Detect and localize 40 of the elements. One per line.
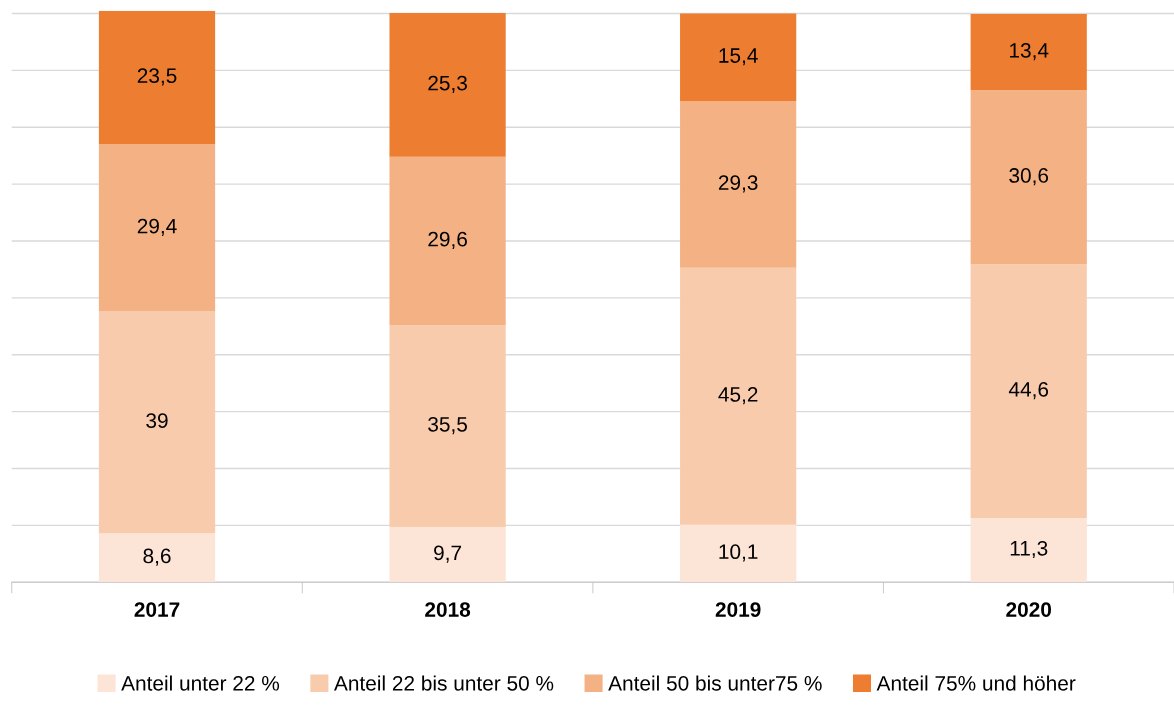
bar (389, 12, 506, 157)
bar (970, 264, 1087, 518)
x-tick-label: 2019 (715, 602, 761, 617)
data-label: 39 (146, 413, 168, 428)
data-label: 29,6 (428, 231, 467, 250)
data-label: 29,3 (718, 175, 758, 193)
x-tick-label: 2020 (1006, 602, 1052, 617)
data-label: 9,7 (434, 545, 462, 563)
bar (389, 527, 506, 583)
bar (98, 144, 216, 312)
bar (389, 325, 506, 528)
legend-label: Anteil 50 bis unter75 % (608, 675, 822, 691)
bar (680, 101, 797, 268)
data-label: 45,2 (718, 387, 758, 405)
bar (970, 517, 1087, 583)
data-label: 35,5 (428, 416, 467, 435)
data-label: 10,1 (719, 544, 758, 562)
legend-label: Anteil unter 22 % (121, 675, 280, 691)
bar (389, 156, 506, 326)
data-label: 11,3 (1010, 540, 1048, 559)
data-label: 29,4 (137, 218, 177, 236)
x-tick-label: 2017 (134, 602, 180, 617)
bar (98, 311, 216, 534)
x-tick-label: 2018 (425, 602, 471, 617)
bar (98, 533, 216, 583)
legend-label: Anteil 75% und höher (876, 675, 1076, 691)
data-label: 30,6 (1009, 168, 1049, 186)
data-label: 44,6 (1008, 381, 1049, 400)
bar (970, 14, 1087, 91)
data-label: 15,4 (719, 48, 758, 66)
data-label: 13,4 (1010, 43, 1049, 61)
bar (98, 10, 216, 145)
data-label: 25,3 (428, 75, 467, 93)
bar (680, 524, 797, 583)
bar (680, 13, 797, 102)
bar (680, 267, 797, 525)
data-label: 23,5 (137, 68, 177, 86)
bar (970, 90, 1087, 265)
data-label: 8,6 (143, 548, 171, 566)
legend-label: Anteil 22 bis unter 50 % (334, 675, 554, 691)
